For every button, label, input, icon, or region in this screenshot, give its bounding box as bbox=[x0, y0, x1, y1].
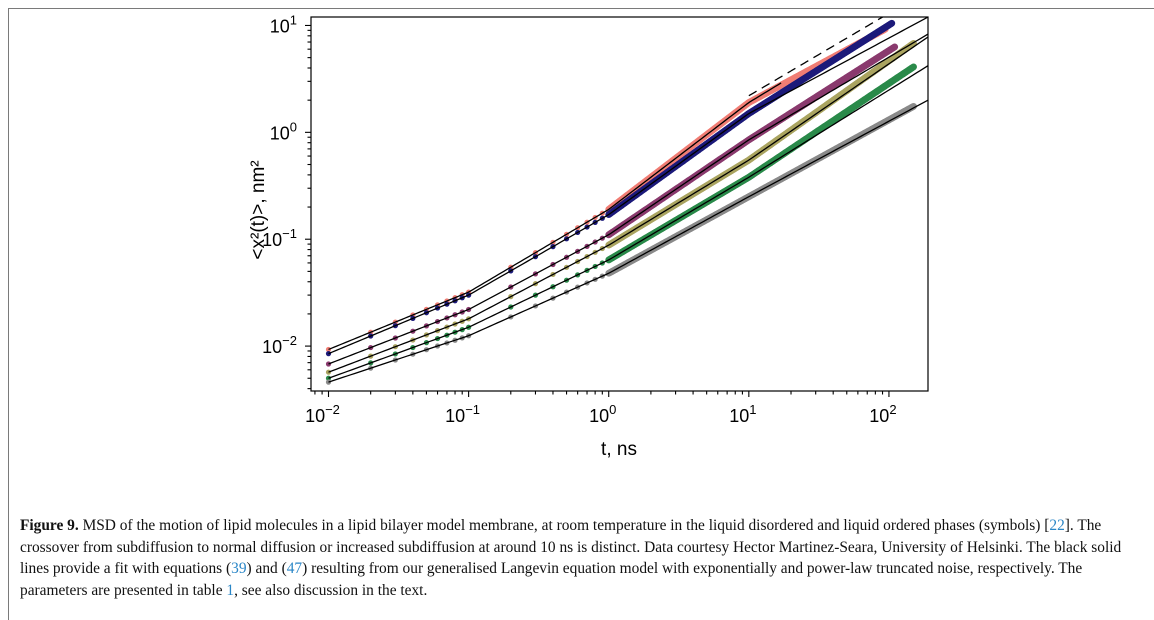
figure-caption: Figure 9. MSD of the motion of lipid mol… bbox=[20, 515, 1135, 601]
caption-ref-eq39[interactable]: 39 bbox=[231, 560, 247, 577]
data-point bbox=[891, 43, 899, 51]
fit-line-3 bbox=[328, 17, 928, 355]
msd-chart: 10−2 10−1 100 101 102 10−2 10−1 100 101 t, ns <x… bbox=[248, 12, 929, 460]
x-tick-label: 10−2 bbox=[305, 402, 340, 426]
y-tick-label: 101 bbox=[270, 12, 297, 36]
fit-line-1 bbox=[328, 82, 782, 351]
fit-line-6 bbox=[328, 65, 928, 379]
x-tick-label: 10−1 bbox=[445, 402, 480, 426]
series-6 bbox=[325, 102, 917, 385]
data-point bbox=[888, 19, 896, 27]
x-tick-label: 101 bbox=[729, 402, 756, 426]
y-tick-label: 10−2 bbox=[262, 333, 297, 357]
caption-ref-table1[interactable]: 1 bbox=[226, 581, 235, 599]
fit-line-4 bbox=[328, 33, 928, 365]
caption-ref-22[interactable]: 22 bbox=[1049, 517, 1065, 534]
caption-text-4: ) resulting from our generalised Langevi… bbox=[20, 560, 1083, 599]
caption-text-1: MSD of the motion of lipid molecules in … bbox=[78, 517, 1050, 534]
data-point bbox=[910, 102, 917, 110]
caption-ref-eq47[interactable]: 47 bbox=[286, 560, 303, 577]
plot-area bbox=[310, 16, 929, 392]
data-point bbox=[910, 63, 917, 71]
y-axis-label: <x²(t)>, nm² bbox=[248, 160, 269, 259]
x-tick-label: 100 bbox=[589, 402, 616, 426]
fit-line-5 bbox=[328, 36, 928, 373]
figure-frame bbox=[8, 8, 1154, 620]
x-axis-label: t, ns bbox=[601, 439, 637, 460]
caption-label: Figure 9. bbox=[20, 517, 79, 534]
caption-text-2: ]. The crossover from subdiffusion to no… bbox=[20, 517, 1122, 577]
fit-line-7 bbox=[328, 99, 928, 383]
caption-text-3: ) and ( bbox=[246, 560, 287, 577]
y-tick-label: 100 bbox=[270, 119, 297, 143]
fit-line-dashed bbox=[748, 17, 884, 97]
x-tick-label: 102 bbox=[869, 402, 896, 426]
caption-text-5: , see also discussion in the text. bbox=[234, 581, 428, 599]
y-tick-label: 10−1 bbox=[262, 226, 297, 250]
